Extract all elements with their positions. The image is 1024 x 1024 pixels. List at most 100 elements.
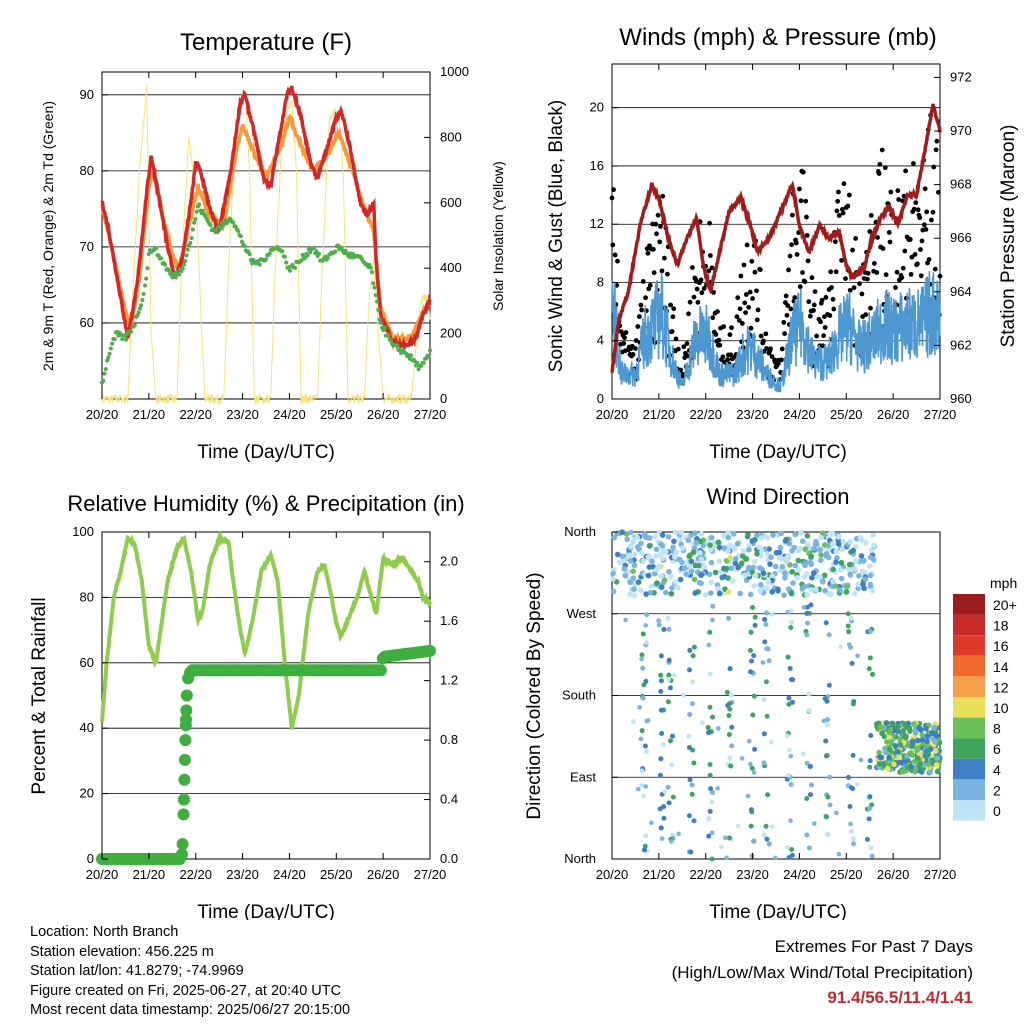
gust-point — [750, 296, 755, 301]
temperature-x-ticks: 20/20 21/20 22/20 23/20 24/20 25/20 26/20 27/20 — [86, 72, 446, 422]
gust-point — [623, 330, 629, 335]
direction-point — [729, 578, 736, 584]
direction-point — [732, 555, 739, 562]
direction-point — [670, 733, 676, 739]
direction-point — [666, 626, 672, 632]
gust-point — [829, 285, 834, 290]
humidity-gridlines — [102, 597, 430, 794]
gust-point — [814, 333, 820, 339]
direction-point — [868, 732, 874, 738]
solar-insolation-line — [101, 84, 431, 406]
dewpoint-point — [123, 337, 128, 342]
dewpoint-point — [156, 253, 161, 258]
direction-point — [709, 856, 715, 862]
direction-point — [623, 531, 630, 537]
direction-point — [773, 549, 780, 556]
direction-point — [931, 724, 937, 731]
extremes-subheading: (High/Low/Max Wind/Total Precipitation) — [671, 962, 973, 982]
direction-point — [725, 575, 731, 581]
direction-point — [687, 711, 693, 717]
direction-point — [748, 629, 754, 635]
x-tick-label: 24/20 — [783, 867, 816, 882]
gust-point — [811, 302, 817, 308]
direction-point — [750, 564, 757, 571]
gust-point — [926, 257, 932, 262]
dewpoint-point — [314, 249, 319, 254]
direction-point — [867, 764, 873, 770]
direction-point — [729, 692, 735, 698]
gust-point — [883, 272, 889, 278]
humidity-plot-frame — [101, 531, 431, 860]
direction-point — [790, 677, 796, 683]
direction-point — [716, 558, 722, 565]
direction-point — [822, 587, 828, 594]
direction-point — [853, 557, 860, 564]
direction-point — [824, 752, 830, 758]
gust-point — [872, 261, 877, 266]
temperature-x-axis-label: Time (Day/UTC) — [197, 442, 335, 463]
right-tick-label: 200 — [440, 326, 462, 341]
dewpoint-point — [190, 227, 195, 232]
dewpoint-point — [159, 256, 164, 261]
gust-point — [698, 277, 704, 283]
dewpoint-point — [112, 337, 117, 342]
gust-point — [918, 247, 923, 252]
direction-point — [690, 747, 696, 753]
direction-point — [737, 590, 744, 597]
direction-point — [657, 772, 663, 778]
direction-point — [823, 550, 830, 557]
gust-point — [727, 332, 733, 338]
direction-point — [838, 644, 843, 650]
dewpoint-point — [166, 268, 171, 273]
x-tick-label: 25/20 — [830, 867, 863, 882]
gust-point — [876, 171, 882, 176]
direction-point — [847, 539, 853, 545]
direction-point — [739, 756, 745, 761]
direction-point — [821, 572, 828, 579]
gust-point — [742, 300, 748, 306]
direction-point — [924, 738, 930, 745]
direction-point — [757, 588, 763, 594]
direction-point — [624, 536, 630, 543]
gust-point — [807, 313, 813, 319]
direction-point — [835, 534, 842, 540]
dewpoint-point — [200, 208, 205, 213]
gust-point — [763, 331, 769, 337]
right-tick-label: 972 — [950, 69, 972, 84]
humidity-x-axis-label: Time (Day/UTC) — [197, 902, 335, 920]
direction-point — [611, 534, 618, 541]
rainfall-point — [178, 773, 191, 786]
gust-point — [609, 195, 615, 201]
direction-tick-label: West — [567, 606, 597, 621]
gust-point — [647, 282, 653, 288]
direction-point — [719, 844, 724, 850]
dewpoint-point — [300, 253, 305, 258]
x-tick-label: 22/20 — [689, 867, 722, 882]
gust-point — [717, 342, 723, 348]
direction-point — [724, 689, 730, 695]
dewpoint-point — [139, 303, 144, 308]
rainfall-point — [180, 704, 193, 717]
direction-point — [749, 538, 756, 544]
direction-point — [672, 529, 679, 536]
direction-point — [658, 653, 664, 659]
direction-point — [727, 554, 733, 561]
direction-scatter — [610, 529, 943, 862]
gust-point — [812, 289, 818, 295]
direction-point — [640, 665, 646, 671]
legend-label: 4 — [993, 762, 1001, 778]
direction-point — [728, 565, 735, 571]
right-tick-label: 970 — [950, 123, 972, 138]
direction-point — [840, 539, 847, 545]
gust-point — [633, 338, 639, 343]
direction-point — [869, 853, 875, 859]
direction-point — [631, 586, 637, 592]
rainfall-point — [180, 689, 193, 702]
gust-point — [691, 294, 697, 300]
x-tick-label: 25/20 — [830, 407, 863, 422]
gust-point — [832, 239, 838, 245]
dewpoint-point — [189, 235, 194, 240]
direction-point — [728, 763, 734, 769]
dewpoint-point — [280, 249, 285, 254]
direction-point — [804, 541, 811, 548]
